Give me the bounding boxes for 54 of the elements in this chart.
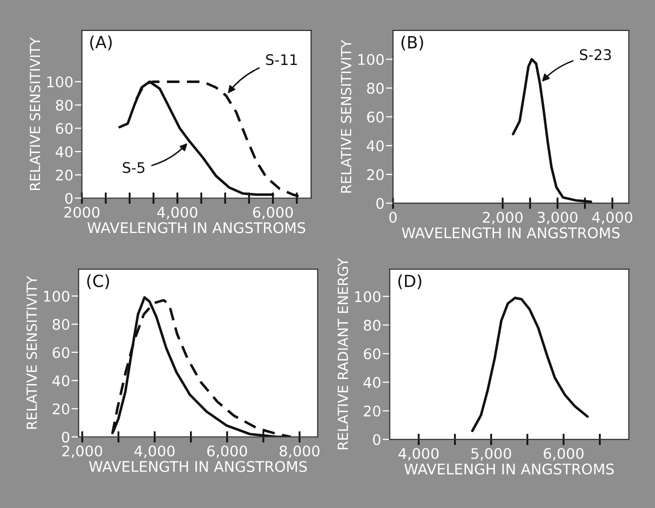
x-tick-label: 0 <box>389 212 397 223</box>
y-tick-label: 100 <box>44 290 70 302</box>
annotation: (D) <box>398 274 422 290</box>
text: S-11 <box>266 54 297 66</box>
x-tick-label: 2,000 <box>482 212 523 224</box>
y-tick-label: 60 <box>56 122 73 134</box>
x-tick-label: 4,000 <box>134 445 175 458</box>
x-tick-label: 3,000 <box>538 212 578 224</box>
y-tick-label: 60 <box>52 347 70 358</box>
x-axis-title: WAVELENGH IN ANGSTROMS <box>404 464 614 475</box>
y-tick-label: 0 <box>62 432 70 443</box>
y-tick-label: 80 <box>56 100 73 111</box>
y-axis-title: RELATIVE SENSITIVITY <box>30 37 40 190</box>
y-axis-title: RELATIVE SENSITIVITY <box>26 276 37 429</box>
y-tick-label: 80 <box>367 82 384 94</box>
y-tick-label: 80 <box>52 318 70 330</box>
y-tick-label: 20 <box>367 169 384 180</box>
x-tick-label: 6,000 <box>207 445 248 458</box>
text: S-23 <box>580 49 611 60</box>
x-tick-label: 2000 <box>64 206 100 218</box>
y-tick-label: 20 <box>364 406 380 417</box>
text: S-5 <box>122 162 144 174</box>
x-tick-label: 6,000 <box>253 206 293 220</box>
line-series <box>471 296 589 432</box>
x-axis-title: WAVELENGTH IN ANGSTROMS <box>402 227 620 238</box>
y-tick-label: 60 <box>364 348 380 360</box>
y-tick-label: 20 <box>52 403 70 414</box>
y-tick-label: 0 <box>373 434 380 446</box>
x-tick-label: 4,000 <box>157 206 198 220</box>
annotation: (C) <box>87 274 109 290</box>
x-tick-label: 4,000 <box>398 448 439 461</box>
x-tick-label: 8,000 <box>280 445 320 458</box>
y-tick-label: 40 <box>56 146 73 158</box>
x-tick-label: 4,000 <box>592 212 632 224</box>
y-tick-label: 60 <box>367 112 384 123</box>
y-tick-label: 40 <box>366 140 384 152</box>
x-axis-title: WAVELENGTH IN ANGSTROMS <box>87 222 306 234</box>
x-tick-label: 6,000 <box>544 448 584 461</box>
y-axis-title: RELATIVE RADIANT ENERGY <box>338 258 348 450</box>
x-tick-label: 5,000 <box>471 448 512 461</box>
x-axis-title: WAVELENGTH IN ANGSTROMS <box>89 460 307 472</box>
y-axis-title: RELATIVE SENSITIVITY <box>340 40 352 193</box>
y-tick-label: 20 <box>56 170 73 181</box>
y-tick-label: 40 <box>52 375 70 386</box>
y-tick-label: 100 <box>358 54 384 66</box>
annotation: (A) <box>90 36 112 50</box>
y-tick-label: 0 <box>376 198 384 209</box>
annotation: (B) <box>402 36 424 51</box>
y-tick-label: 100 <box>47 76 73 88</box>
y-tick-label: 40 <box>364 376 380 388</box>
x-tick-label: 2,000 <box>62 445 102 458</box>
y-tick-label: 80 <box>364 320 380 331</box>
y-tick-label: 0 <box>65 192 73 204</box>
y-tick-label: 100 <box>355 291 380 302</box>
